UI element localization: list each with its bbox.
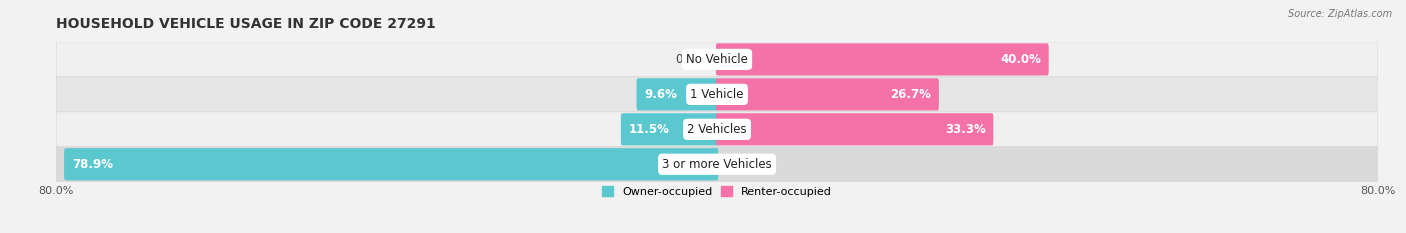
FancyBboxPatch shape bbox=[56, 147, 1378, 182]
Text: 0.0%: 0.0% bbox=[675, 53, 704, 66]
FancyBboxPatch shape bbox=[637, 78, 718, 110]
Text: 2 Vehicles: 2 Vehicles bbox=[688, 123, 747, 136]
FancyBboxPatch shape bbox=[56, 42, 1378, 77]
Text: 3 or more Vehicles: 3 or more Vehicles bbox=[662, 158, 772, 171]
FancyBboxPatch shape bbox=[716, 43, 1049, 75]
Text: 26.7%: 26.7% bbox=[890, 88, 931, 101]
FancyBboxPatch shape bbox=[716, 113, 994, 145]
Text: 9.6%: 9.6% bbox=[644, 88, 678, 101]
Text: 11.5%: 11.5% bbox=[628, 123, 669, 136]
Text: HOUSEHOLD VEHICLE USAGE IN ZIP CODE 27291: HOUSEHOLD VEHICLE USAGE IN ZIP CODE 2729… bbox=[56, 17, 436, 31]
Text: 78.9%: 78.9% bbox=[72, 158, 112, 171]
Legend: Owner-occupied, Renter-occupied: Owner-occupied, Renter-occupied bbox=[598, 182, 837, 201]
Text: 0.0%: 0.0% bbox=[730, 158, 759, 171]
Text: 1 Vehicle: 1 Vehicle bbox=[690, 88, 744, 101]
FancyBboxPatch shape bbox=[716, 78, 939, 110]
Text: Source: ZipAtlas.com: Source: ZipAtlas.com bbox=[1288, 9, 1392, 19]
FancyBboxPatch shape bbox=[621, 113, 718, 145]
FancyBboxPatch shape bbox=[56, 77, 1378, 112]
FancyBboxPatch shape bbox=[56, 112, 1378, 147]
Text: No Vehicle: No Vehicle bbox=[686, 53, 748, 66]
Text: 33.3%: 33.3% bbox=[945, 123, 986, 136]
FancyBboxPatch shape bbox=[65, 148, 718, 180]
Text: 40.0%: 40.0% bbox=[1000, 53, 1040, 66]
